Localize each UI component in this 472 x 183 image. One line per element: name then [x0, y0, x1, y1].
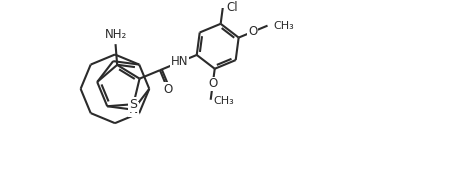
Text: NH₂: NH₂ [104, 28, 126, 41]
Text: HN: HN [171, 55, 188, 68]
Text: CH₃: CH₃ [214, 96, 235, 106]
Text: N: N [128, 103, 138, 116]
Text: S: S [129, 98, 137, 111]
Text: CH₃: CH₃ [273, 21, 294, 31]
Text: O: O [208, 77, 218, 90]
Text: O: O [163, 83, 173, 96]
Text: Cl: Cl [227, 1, 238, 14]
Text: O: O [248, 25, 257, 38]
